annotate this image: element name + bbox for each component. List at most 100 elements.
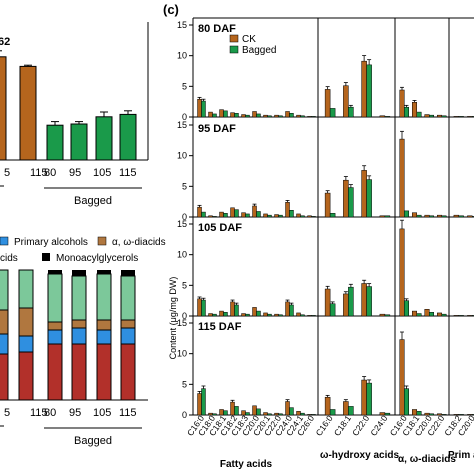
- c-ytick-label-3-0: 0: [182, 410, 187, 420]
- c-bar-bagged-r2-g0-0: [201, 299, 206, 317]
- left-top-group-label: Bagged: [74, 195, 112, 207]
- c-bar-bagged-r2-g0-7: [278, 314, 283, 317]
- c-bar-ck-r2-g0-1: [208, 313, 213, 317]
- left-bottom-bagged-tick-2: 105: [93, 407, 111, 419]
- left-bottom-ck-tick-0: 5: [4, 407, 10, 419]
- legend-swatch-monoacylglycerols: [42, 253, 50, 261]
- c-bar-bagged-r0-g0-5: [256, 113, 261, 118]
- c-ytick-label-0-1: 5: [182, 81, 187, 91]
- left-top-bars: [0, 50, 137, 161]
- left-top-ck-tick-0: 5: [4, 167, 10, 179]
- c-bar-bagged-r2-g3-1: [472, 315, 474, 317]
- c-ytick-label-1-2: 10: [177, 151, 187, 161]
- c-bar-ck-r2-g2-2: [424, 309, 430, 317]
- left-top-ck-tick-1: 115: [30, 167, 48, 179]
- c-bar-bagged-r3-g2-1: [416, 411, 422, 416]
- c-bar-bagged-r2-g1-3: [384, 314, 391, 317]
- legend-label-acids-partial: cids: [0, 253, 18, 264]
- panel-label: (c): [163, 2, 179, 17]
- stack-bar-bagged-80: [47, 270, 63, 401]
- c-bar-bagged-r1-g2-0: [404, 210, 409, 218]
- c-ytick-label-0-0: 0: [182, 112, 187, 122]
- c-bar-bagged-r3-g0-4: [245, 412, 250, 416]
- c-xtick-label-g1-3: C24:0: [368, 413, 389, 438]
- c-ytick-label-0-2: 10: [177, 51, 187, 61]
- left-top-chart: 62 5 115 80 95 105 115 Bagged: [0, 22, 149, 207]
- c-legend-label-bagged: Bagged: [242, 45, 276, 56]
- c-bar-bagged-r0-g0-2: [223, 110, 228, 118]
- c-bar-ck-r1-g0-3: [230, 207, 235, 218]
- c-bar-bagged-r0-g2-1: [416, 111, 422, 118]
- c-bar-ck-r1-g1-0: [324, 192, 331, 218]
- c-bar-bagged-r0-g1-2: [366, 64, 372, 118]
- c-bar-bagged-r1-g0-4: [245, 213, 250, 218]
- c-bar-bagged-r0-g0-8: [289, 113, 294, 118]
- c-bar-bagged-r1-g1-1: [348, 187, 354, 218]
- c-bar-ck-r0-g0-3: [230, 112, 235, 118]
- c-bar-ck-r0-g0-7: [274, 114, 279, 118]
- c-ytick-label-0-3: 15: [177, 20, 187, 30]
- c-grid: 0 5 10 15 80 DAF 0 5 10 15 95 DAF 0 5 10 15 105 DAF 0 5 1…: [177, 17, 474, 438]
- c-bar-ck-r2-g0-10: [307, 315, 312, 317]
- c-bar-bagged-r1-g1-2: [366, 179, 372, 218]
- c-bar-bagged-r0-g3-0: [458, 116, 464, 118]
- c-bar-bagged-r2-g0-3: [234, 304, 239, 317]
- c-bar-bagged-r1-g0-6: [267, 214, 272, 218]
- c-legend-swatch-bagged: [229, 45, 239, 54]
- c-bar-bagged-r3-g2-2: [429, 413, 434, 416]
- legend-label-primary-alcohols: Primary alcohols: [14, 237, 88, 248]
- c-bar-bagged-r1-g0-9: [300, 215, 305, 218]
- c-ytick-label-3-2: 10: [177, 349, 187, 359]
- c-bar-bagged-r2-g0-6: [267, 313, 272, 317]
- c-bar-ck-r2-g0-5: [252, 307, 257, 317]
- c-bar-ck-r2-g0-7: [274, 313, 279, 317]
- c-ytick-label-2-2: 10: [177, 250, 187, 260]
- c-bar-bagged-r3-g2-0: [404, 388, 409, 416]
- c-bar-ck-r0-g1-2: [361, 60, 367, 118]
- c-bar-ck-r0-g0-9: [296, 114, 301, 118]
- c-bar-bagged-r1-g0-1: [212, 216, 217, 218]
- c-bar-bagged-r0-g2-0: [404, 106, 409, 118]
- c-bar-bagged-r1-g0-0: [201, 211, 206, 218]
- c-bar-ck-r3-g1-0: [324, 396, 331, 416]
- c-bar-ck-r1-g0-5: [252, 205, 257, 218]
- c-bar-ck-r2-g3-1: [467, 315, 473, 317]
- c-bar-ck-r1-g0-6: [263, 213, 268, 218]
- c-bar-bagged-r0-g3-1: [472, 116, 474, 118]
- c-bar-ck-r3-g1-2: [361, 379, 367, 416]
- c-bar-bagged-r1-g2-2: [429, 215, 434, 218]
- c-bar-ck-r3-g0-0: [197, 393, 202, 416]
- left-bottom-legend: Primary alcohols α, ω-diacids cids Monoa…: [0, 236, 166, 264]
- c-bar-bagged-r2-g0-4: [245, 313, 250, 317]
- c-bar-ck-r0-g1-1: [343, 85, 349, 118]
- c-bar-bagged-r2-g1-1: [348, 286, 354, 317]
- c-bar-ck-r2-g2-1: [412, 310, 417, 317]
- c-bar-ck-r0-g0-1: [208, 111, 213, 118]
- c-bar-bagged-r0-g0-7: [278, 115, 283, 118]
- c-bar-ck-r0-g2-0: [399, 89, 405, 118]
- c-bar-bagged-r1-g0-8: [289, 210, 294, 218]
- left-bottom-bagged-tick-1: 95: [69, 407, 81, 419]
- c-bar-ck-r2-g0-4: [241, 313, 246, 317]
- c-bar-bagged-r0-g0-6: [267, 115, 272, 118]
- stack-bar-ck-0: [0, 269, 9, 401]
- left-bottom-group-label: Bagged: [74, 435, 112, 447]
- c-bar-ck-r1-g2-2: [424, 214, 430, 218]
- left-bottom-chart: Primary alcohols α, ω-diacids cids Monoa…: [0, 236, 166, 447]
- c-row-label-1: 95 DAF: [198, 123, 236, 135]
- c-bar-ck-r1-g0-9: [296, 213, 301, 218]
- c-bar-ck-r1-g0-1: [208, 215, 213, 218]
- c-bar-bagged-r0-g0-10: [311, 116, 316, 118]
- c-bar-bagged-r2-g0-8: [289, 304, 294, 317]
- c-bar-ck-r0-g2-3: [437, 114, 442, 118]
- c-legend-swatch-ck: [229, 34, 239, 43]
- legend-label-monoacylglycerols: Monoacylglycerols: [56, 253, 138, 264]
- c-bar-bagged-r0-g0-4: [245, 114, 250, 118]
- c-bar-bagged-r2-g0-9: [300, 314, 305, 317]
- c-bar-ck-r1-g3-1: [467, 215, 473, 218]
- c-bar-bagged-r1-g0-3: [234, 209, 239, 218]
- c-group-label-alcohols: Prim alcol: [448, 450, 474, 461]
- c-bar-bagged-r2-g1-0: [329, 303, 336, 317]
- c-bar-ck-r1-g0-10: [307, 215, 312, 218]
